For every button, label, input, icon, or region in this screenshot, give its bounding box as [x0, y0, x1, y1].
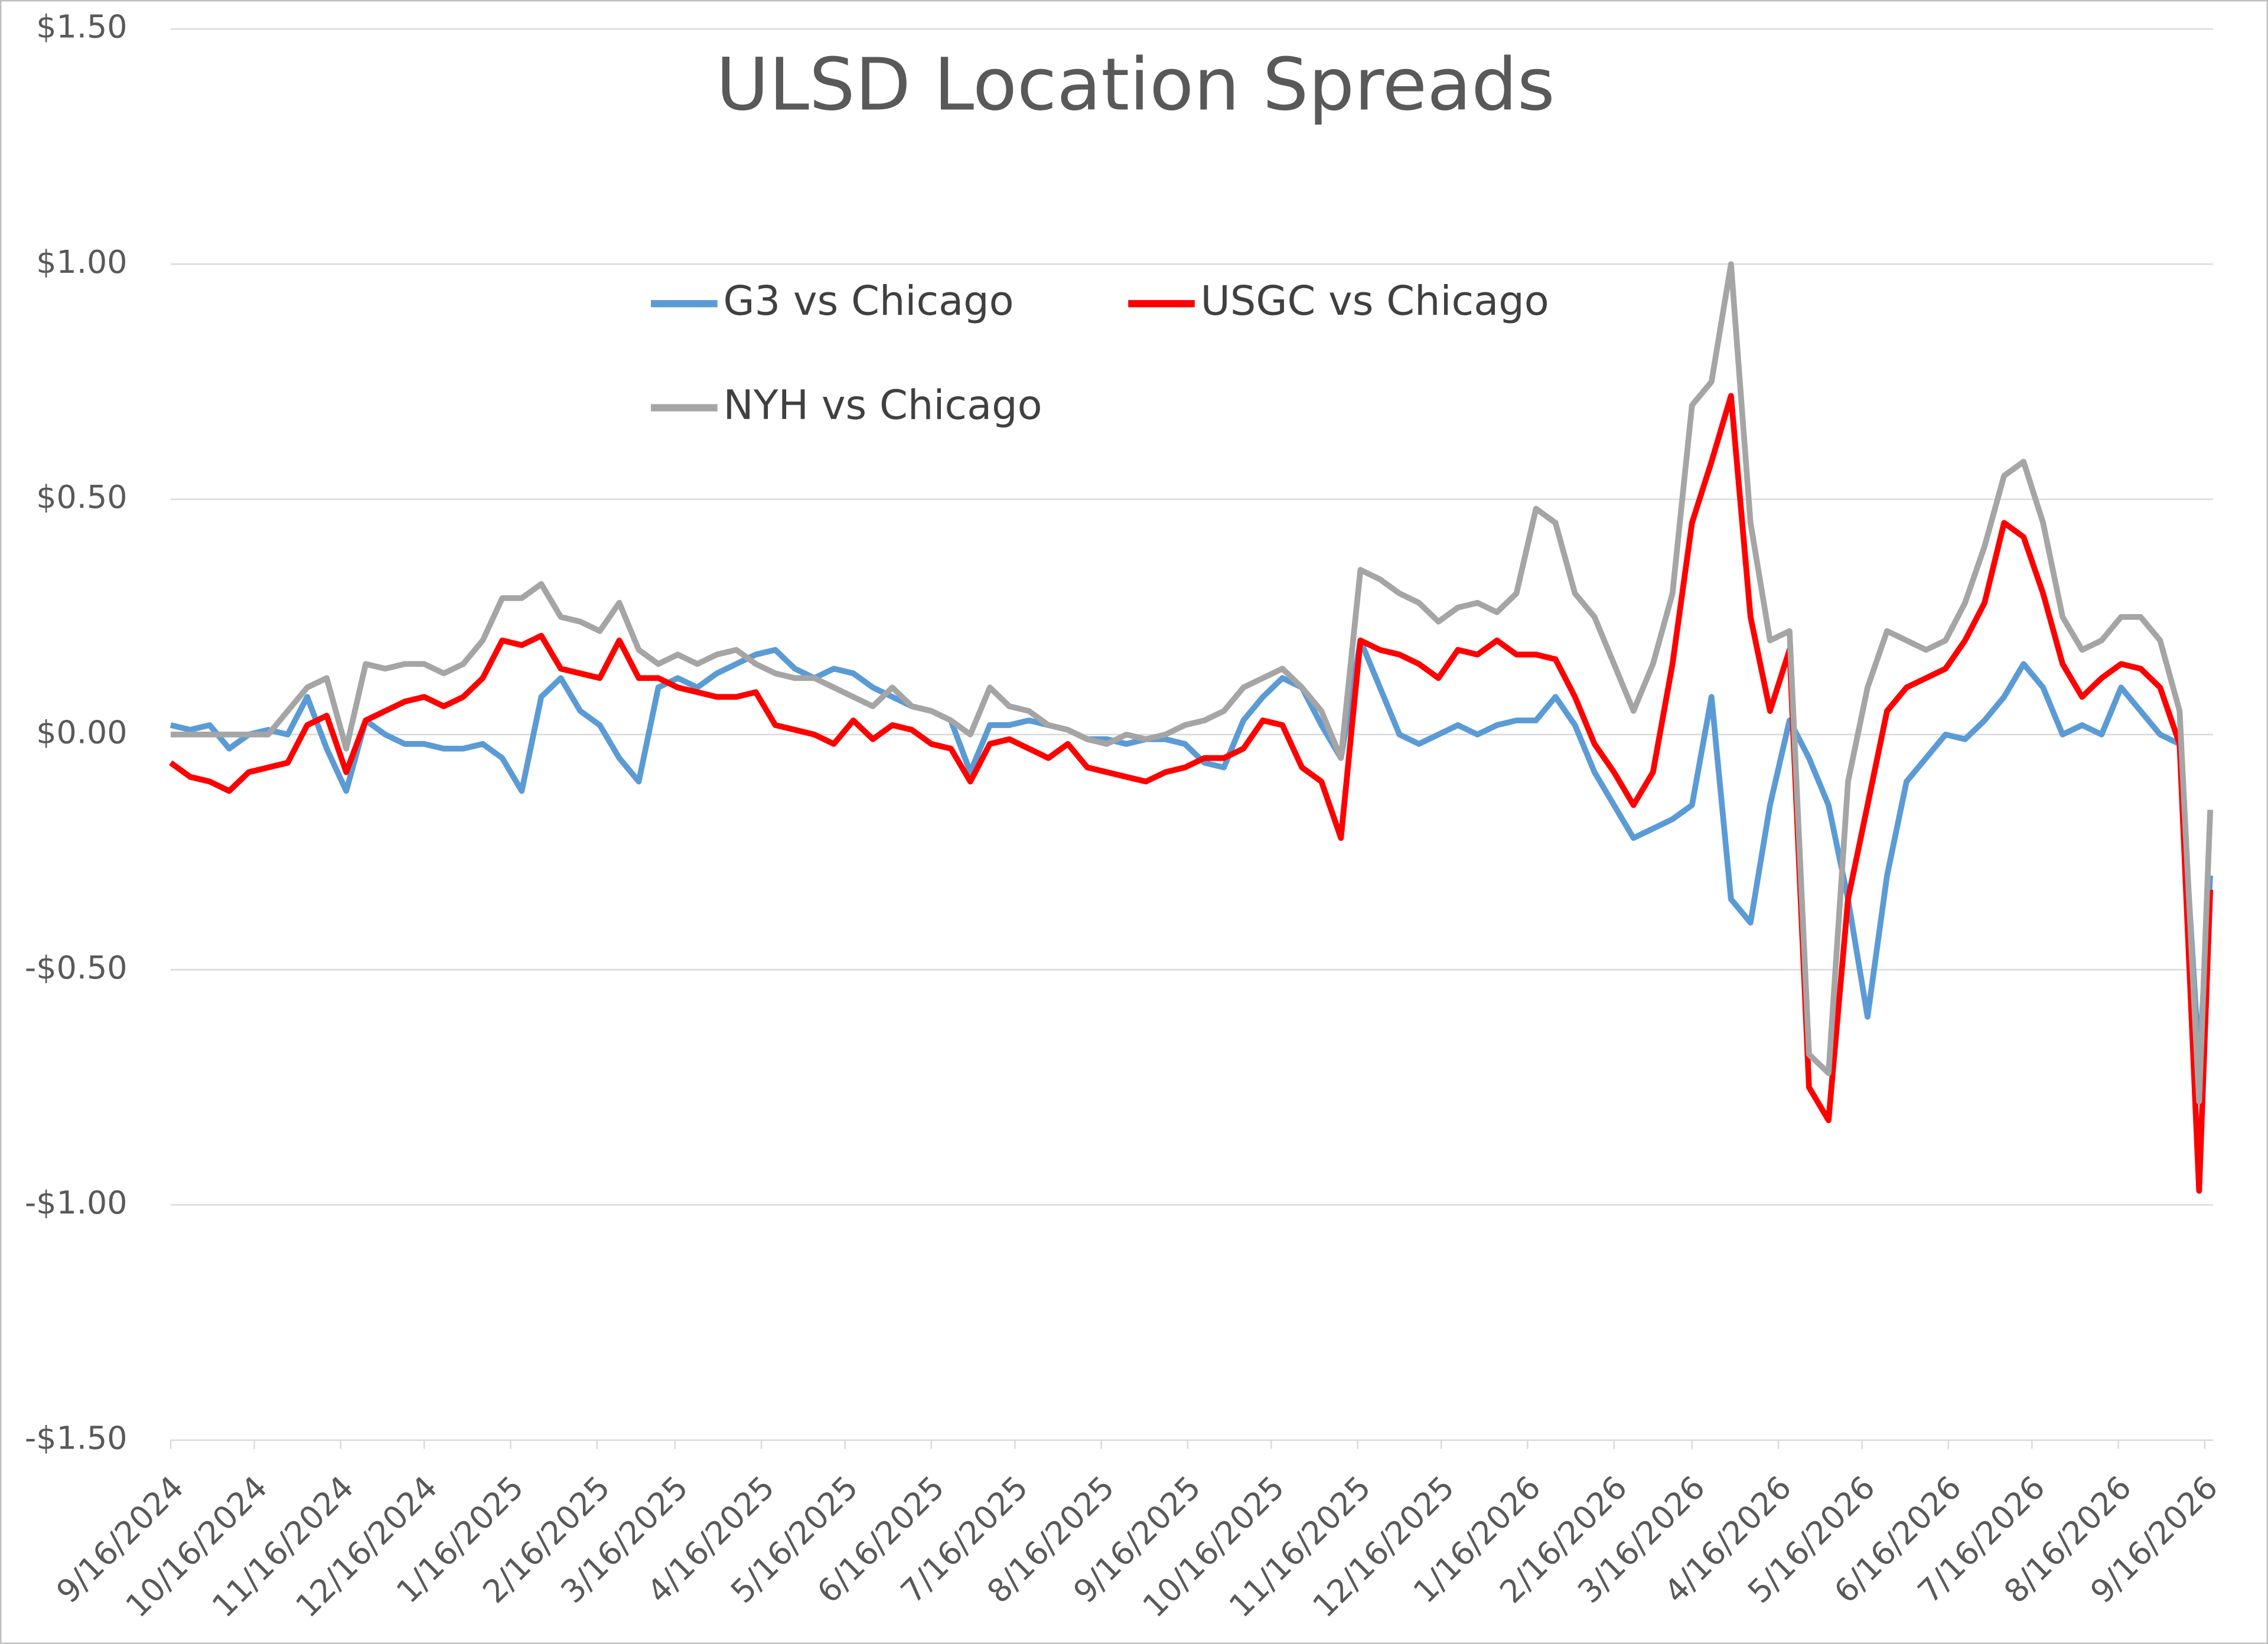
series-line — [170, 637, 2214, 1067]
legend-label: NYH vs Chicago — [723, 382, 1042, 429]
y-tick-label: -$1.50 — [25, 1419, 128, 1456]
series-line — [170, 261, 2214, 1105]
y-tick-label: -$1.00 — [25, 1184, 128, 1221]
y-tick-label: $1.50 — [36, 8, 127, 45]
legend-label: USGC vs Chicago — [1201, 278, 1549, 325]
y-tick-label: $0.50 — [36, 478, 127, 516]
chart-title: ULSD Location Spreads — [716, 43, 1555, 127]
y-tick-label: $0.00 — [36, 714, 127, 751]
legend-label: G3 vs Chicago — [723, 278, 1014, 325]
series-line — [169, 393, 2214, 1194]
y-tick-label: -$0.50 — [25, 949, 128, 986]
y-tick-label: $1.00 — [36, 243, 127, 280]
